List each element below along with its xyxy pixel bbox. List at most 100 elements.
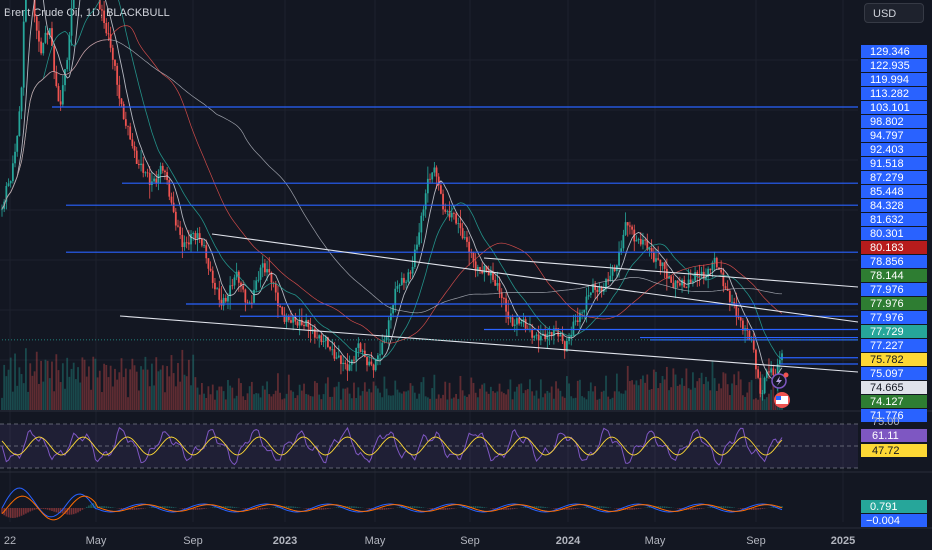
volume-bar (324, 383, 327, 410)
macd-histogram-bar (529, 506, 531, 508)
candle-body (778, 360, 781, 365)
volume-bar (103, 363, 106, 410)
volume-bar (9, 357, 12, 410)
volume-bar (140, 366, 142, 410)
candle-body (485, 265, 488, 271)
candle-body (561, 334, 564, 342)
volume-bar (442, 394, 444, 410)
macd-histogram-bar (222, 506, 225, 508)
macd-histogram-bar (572, 508, 575, 510)
volume-bar (268, 394, 271, 410)
price-label: 98.802 (870, 116, 904, 128)
macd-line (1, 487, 783, 518)
macd-histogram-bar (726, 506, 729, 508)
macd-histogram-bar (194, 508, 197, 510)
price-label-bg (861, 227, 927, 240)
macd-histogram-bar (88, 505, 90, 508)
volume-bar (613, 391, 616, 410)
candle-body (231, 285, 234, 287)
volume-bar (214, 399, 216, 410)
macd-histogram-bar (453, 508, 455, 509)
macd-histogram-bar (616, 508, 618, 509)
volume-bar (618, 391, 620, 410)
candle-body (629, 225, 631, 227)
candle-body (22, 21, 25, 88)
macd-histogram-bar (622, 508, 625, 510)
volume-bar (426, 397, 429, 410)
volume-bar (500, 391, 503, 410)
candle-body (642, 239, 644, 245)
volume-bar (88, 366, 90, 410)
candle-body (481, 270, 484, 274)
price-label: 113.282 (870, 88, 909, 100)
volume-bar (433, 374, 436, 410)
time-tick-label: 2025 (831, 535, 855, 547)
price-label: 77.227 (870, 340, 904, 352)
macd-histogram-bar (474, 506, 477, 508)
price-label-bg (861, 157, 927, 170)
macd-histogram-bar (461, 507, 464, 508)
macd-histogram-bar (183, 508, 186, 510)
volume-bar (83, 359, 86, 410)
currency-button[interactable]: USD (864, 3, 924, 23)
volume-bar (79, 382, 82, 410)
candle-body (268, 269, 271, 273)
candle-body (185, 242, 188, 244)
candle-body (296, 321, 299, 326)
macd-histogram-bar (772, 506, 775, 508)
volume-bar (109, 365, 112, 410)
volume-bar (552, 398, 555, 410)
volume-bar (224, 399, 227, 410)
candle-body (242, 285, 245, 290)
volume-bar (574, 397, 577, 410)
candle-body (16, 135, 19, 152)
time-tick-label: Sep (746, 535, 766, 547)
macd-histogram-bar (626, 508, 629, 510)
volume-bar (700, 372, 703, 410)
candle-body (576, 320, 579, 322)
macd-histogram-bar (342, 506, 344, 508)
macd-histogram-bar (90, 504, 92, 508)
macd-histogram-bar (692, 508, 694, 510)
volume-bar (133, 365, 136, 410)
volume-bar (337, 381, 340, 410)
price-label: 103.101 (870, 102, 910, 114)
candle-body (357, 343, 360, 348)
candle-body (689, 279, 692, 283)
candle-body (476, 267, 479, 271)
candle-body (44, 32, 47, 43)
macd-histogram-bar (133, 508, 136, 510)
volume-bar (111, 386, 114, 410)
candle-body (344, 362, 347, 365)
candle-body (520, 321, 523, 324)
macd-histogram-bar (316, 508, 318, 510)
price-label: 75.097 (870, 368, 904, 380)
candle-body (253, 289, 255, 303)
volume-bar (68, 376, 71, 410)
macd-histogram-bar (618, 508, 620, 510)
volume-bar (194, 377, 197, 410)
volume-bar (259, 397, 262, 410)
candle-body (444, 209, 447, 212)
candle-body (98, 0, 101, 10)
macd-histogram-bar (663, 506, 666, 508)
candle-body (622, 234, 625, 249)
volume-bar (209, 394, 212, 410)
volume-bar (135, 371, 138, 410)
volume-bar (526, 389, 529, 410)
volume-bar (648, 389, 651, 410)
volume-bar (231, 387, 234, 410)
volume-bar (692, 372, 694, 410)
candle-body (607, 279, 610, 281)
volume-bar (763, 399, 766, 410)
macd-histogram-bar (18, 508, 21, 517)
macd-histogram-bar (351, 506, 353, 508)
price-label: 74.665 (870, 382, 904, 394)
volume-bar (646, 374, 649, 410)
candle-body (209, 268, 212, 271)
macd-histogram-bar (648, 506, 651, 508)
volume-bar (694, 387, 696, 410)
candle-body (270, 272, 273, 283)
volume-bar (759, 385, 762, 410)
